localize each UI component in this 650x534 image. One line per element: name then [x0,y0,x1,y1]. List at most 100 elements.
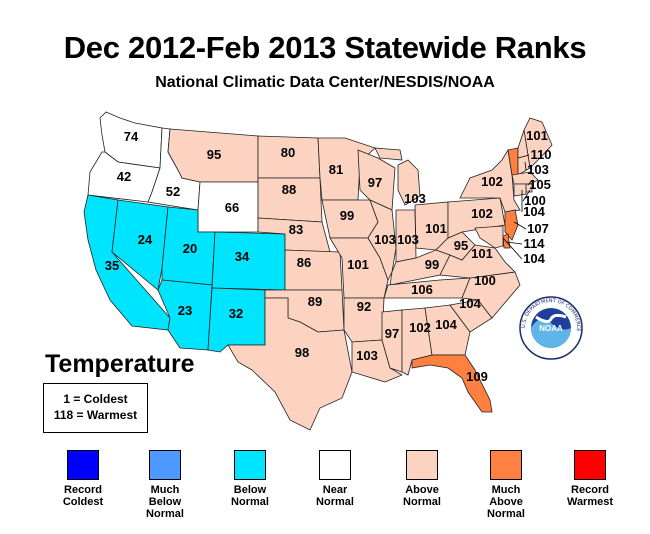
rank-label-vt: 110 [531,147,552,162]
states-layer [83,111,553,431]
map-title: Dec 2012-Feb 2013 Statewide Ranks [63,30,587,65]
rank-label-co: 34 [235,249,250,264]
state-nv [111,199,169,291]
rank-label-md: 104 [523,251,545,266]
legend-item-much-below: Much Below Normal [120,450,210,520]
state-ks [284,249,343,291]
state-ct [513,183,527,197]
rank-label-nc: 100 [474,273,496,288]
rank-label-ok: 89 [308,294,322,309]
leader-line-md [502,237,523,260]
map-subtitle: National Climatic Data Center/NESDIS/NOA… [155,74,495,91]
rank-label-tx: 98 [295,345,309,360]
rank-label-mi: 103 [404,191,426,206]
rank-label-ri: 100 [524,193,546,208]
legend-label: Much Above Normal [487,484,525,520]
legend-swatch [234,450,266,480]
rank-label-pa: 102 [471,206,493,221]
legend-swatch [574,450,606,480]
variable-title: Temperature [45,350,195,378]
rank-label-ny: 102 [481,174,503,189]
legend-label: Much Below Normal [146,484,184,520]
rank-label-nh: 103 [527,162,549,177]
rank-label-ia: 99 [340,208,354,223]
rank-label-ky: 99 [425,257,439,272]
rank-label-az: 23 [178,303,192,318]
rank-label-tn: 106 [411,282,433,297]
rank-label-ga: 104 [435,317,457,332]
rank-label-va: 101 [471,246,493,261]
legend-label: Below Normal [231,484,269,508]
leader-line-de [506,241,523,245]
legend-item-above: Above Normal [377,450,467,508]
state-ms [381,309,403,373]
state-nj [504,209,519,241]
rank-label-il: 103 [374,232,396,247]
rank-label-mt: 95 [207,147,221,162]
legend-item-record-coldest: Record Coldest [38,450,128,508]
rank-label-in: 103 [397,232,419,247]
rank-scale-key: 1 = Coldest 118 = Warmest [43,383,148,433]
state-ga [424,304,471,356]
noaa-logo: U.S. DEPARTMENT OF COMMERCE NOAA [519,296,583,360]
rank-label-ca: 35 [105,258,119,273]
legend-label: Record Coldest [62,484,104,508]
legend-swatch [319,450,351,480]
rank-label-sd: 88 [282,182,296,197]
rank-label-ar: 92 [357,299,371,314]
rank-label-la: 103 [356,348,378,363]
rank-label-oh: 101 [425,221,447,236]
rank-label-ct: 104 [523,204,545,219]
leader-lines [502,154,533,260]
state-de [502,233,511,249]
state-md [474,225,504,249]
state-tn [383,277,471,299]
legend-item-below: Below Normal [205,450,295,508]
legend-swatch [149,450,181,480]
state-il [367,199,397,282]
rank-label-wv: 95 [454,238,468,253]
leader-line-ma [527,179,533,186]
rank-labels: 74 42 52 95 66 35 24 20 34 23 32 80 88 83 86 89 98 81 99 10… [105,128,552,384]
rank-label-mn: 81 [329,162,343,177]
legend-item-near: Near Normal [290,450,380,508]
rank-label-nj: 107 [527,221,549,236]
legend-item-record-warmest: Record Warmest [545,450,635,508]
rank-label-de: 114 [524,236,546,251]
state-fl [411,354,493,413]
noaa-logo-text: NOAA [539,324,563,333]
rank-label-ut: 20 [183,241,197,256]
rank-label-wa: 74 [124,129,139,144]
legend-label: Above Normal [403,484,441,508]
legend-swatch [490,450,522,480]
rank-label-fl: 109 [466,369,488,384]
legend-item-much-above: Much Above Normal [461,450,551,520]
rank-label-al: 102 [409,320,431,335]
leader-line-vt [517,154,530,159]
rank-label-wy: 66 [225,200,239,215]
state-nh [517,129,531,176]
legend-label: Record Warmest [566,484,614,508]
rank-label-me: 101 [526,128,548,143]
warmest-key: 118 = Warmest [53,408,138,422]
leader-line-ri [522,189,531,202]
legend-swatch [67,450,99,480]
rank-label-mo: 101 [347,257,369,272]
state-mi [374,147,421,206]
rank-label-or: 42 [117,169,131,184]
legend-label: Near Normal [316,484,354,508]
rank-label-sc: 104 [459,296,481,311]
rank-label-ks: 86 [297,255,311,270]
rank-label-id: 52 [166,184,180,199]
rank-label-ne: 83 [289,222,303,237]
state-wv [435,231,476,261]
rank-label-nv: 24 [138,232,153,247]
legend-swatch [406,450,438,480]
rank-label-wi: 97 [368,175,382,190]
leader-line-nj [513,221,527,230]
coldest-key: 1 = Coldest [63,392,128,406]
rank-label-ms: 97 [385,326,399,341]
leader-line-nh [524,161,527,171]
rank-label-nm: 32 [229,306,243,321]
